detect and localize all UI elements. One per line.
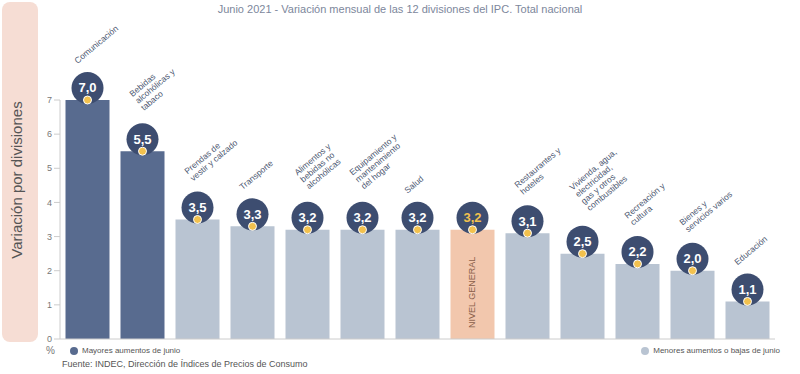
svg-text:Equipamiento ymantenimientodel: Equipamiento ymantenimientodel hogar: [347, 131, 410, 191]
svg-text:2: 2: [47, 266, 52, 276]
html-text:Mayores aumentos de junio: Mayores aumentos de junio: [82, 346, 181, 355]
svg-text:5: 5: [47, 163, 52, 173]
svg-text:Comunicación: Comunicación: [72, 23, 120, 65]
svg-text:Variación por divisiones: Variación por divisiones: [8, 101, 25, 258]
svg-text:0: 0: [47, 334, 52, 344]
svg-text:Bienes yservicios varios: Bienes yservicios varios: [677, 182, 734, 234]
svg-text:Alimentos ybebidas noalcohólic: Alimentos ybebidas noalcohólicas: [292, 141, 344, 191]
svg-text:1: 1: [47, 300, 52, 310]
svg-text:Vivienda, agua,electricidad,ga: Vivienda, agua,electricidad,gas y otrosc…: [567, 147, 636, 213]
html-text:Fuente: INDEC, Dirección de Ín: Fuente: INDEC, Dirección de Índices de P…: [62, 359, 308, 369]
svg-text:3,2: 3,2: [353, 210, 371, 225]
svg-text:4: 4: [47, 198, 52, 208]
svg-text:3,3: 3,3: [243, 207, 261, 222]
svg-text:NIVEL GENERAL: NIVEL GENERAL: [468, 257, 478, 328]
svg-text:Prendas devestir y calzado: Prendas devestir y calzado: [182, 131, 239, 183]
svg-text:3: 3: [47, 232, 52, 242]
svg-text:3,1: 3,1: [518, 214, 536, 229]
svg-text:Salud: Salud: [402, 173, 425, 195]
svg-text:Bebidasalcohólicas ytabaco: Bebidasalcohólicas ytabaco: [127, 59, 183, 112]
svg-text:2,5: 2,5: [573, 234, 591, 249]
svg-text:1,1: 1,1: [738, 282, 756, 297]
svg-text:6: 6: [47, 129, 52, 139]
svg-text:7,0: 7,0: [78, 80, 96, 95]
html-text:Junio 2021 - Variación mensual: Junio 2021 - Variación mensual de las 12…: [217, 3, 583, 15]
svg-text:3,2: 3,2: [298, 210, 316, 225]
svg-text:Recreación ycultura: Recreación ycultura: [622, 180, 673, 227]
svg-text:2,2: 2,2: [628, 244, 646, 259]
svg-text:3,5: 3,5: [188, 200, 206, 215]
svg-text:5,5: 5,5: [133, 132, 151, 147]
svg-text:7: 7: [47, 95, 52, 105]
svg-text:3,2: 3,2: [408, 210, 426, 225]
svg-text:3,2: 3,2: [463, 210, 481, 225]
svg-text:2,0: 2,0: [683, 251, 701, 266]
svg-text:Transporte: Transporte: [237, 158, 275, 192]
html-text:Menores aumentos o bajas de ju: Menores aumentos o bajas de junio: [653, 346, 780, 355]
svg-text:Restaurantes yhoteles: Restaurantes yhoteles: [512, 145, 569, 197]
svg-text:Educación: Educación: [732, 234, 769, 267]
